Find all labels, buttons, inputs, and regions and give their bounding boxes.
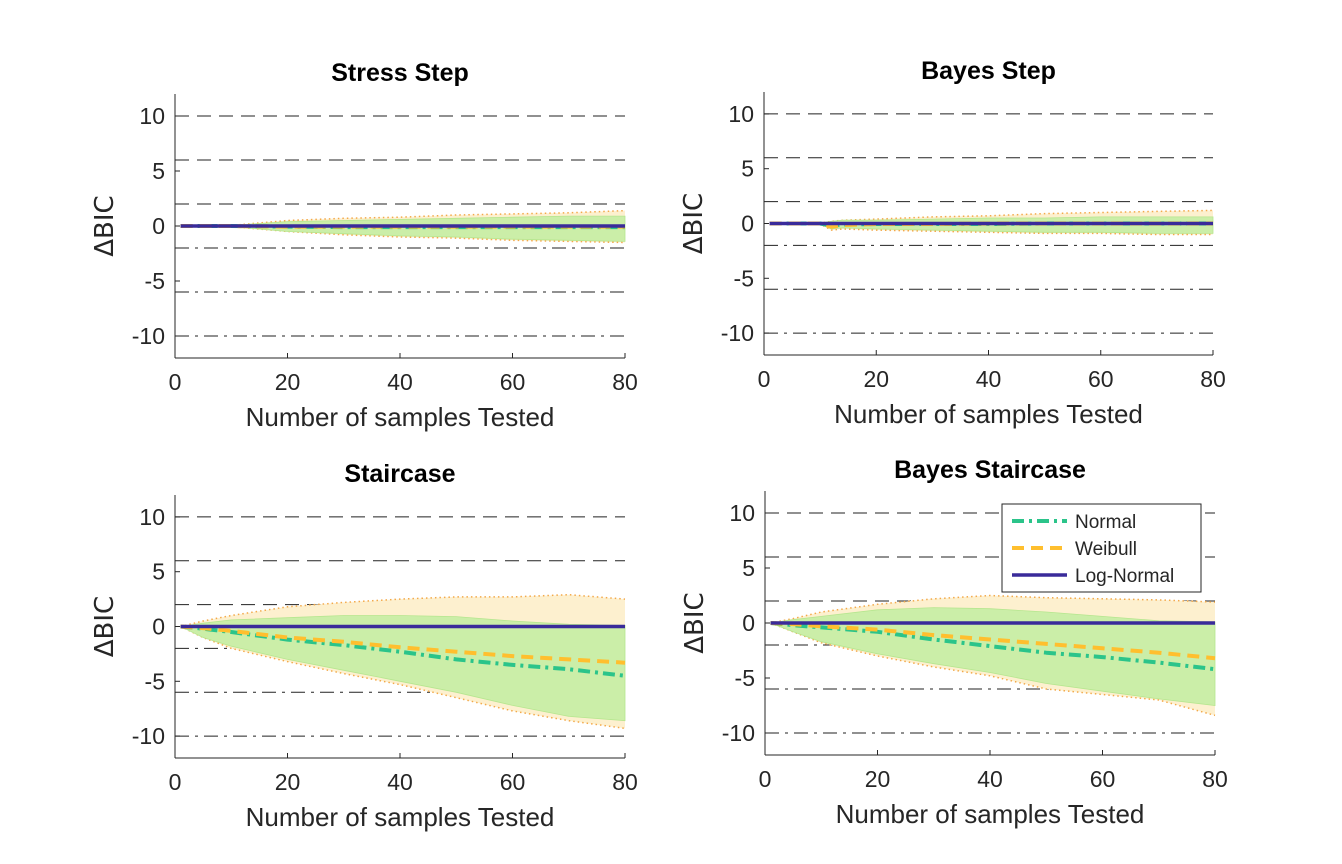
legend-label: Log-Normal (1075, 566, 1174, 587)
outer-band-upper-edge (769, 209, 1214, 225)
outer-band-lower-edge (769, 222, 1213, 236)
x-tick-label: 80 (1200, 366, 1226, 392)
series-line-weibull (180, 624, 626, 665)
y-tick-label: 10 (139, 103, 165, 129)
y-tick-label: 5 (741, 156, 754, 182)
x-tick-label: 0 (759, 766, 772, 792)
subplot-3: 0 20 40 60 80 10 5 0 -5 -10 Staircase Number of sam… (90, 460, 638, 832)
series-line-normal (180, 624, 626, 678)
x-tick-label: 60 (1088, 366, 1114, 392)
y-tick-label: 10 (139, 504, 165, 530)
legend: Normal Weibull Log-Normal (1001, 503, 1202, 593)
x-axis-label: Number of samples Tested (246, 402, 555, 432)
x-axis-label: Number of samples Tested (836, 799, 1145, 829)
y-tick-label: 5 (742, 555, 755, 581)
x-tick-label: 60 (500, 369, 526, 395)
y-tick-label: 0 (741, 211, 754, 237)
outer-band-lower-edge (180, 625, 626, 730)
series-line-normal (770, 621, 1216, 672)
x-tick-label: 40 (387, 369, 413, 395)
y-axis-label: ΔBIC (679, 193, 709, 254)
x-tick-label: 40 (976, 366, 1002, 392)
y-axis-label: ΔBIC (90, 596, 120, 657)
x-axis-label: Number of samples Tested (834, 399, 1143, 429)
chart-title: Staircase (344, 460, 455, 488)
x-tick-label: 80 (612, 369, 638, 395)
x-tick-label: 80 (612, 769, 638, 795)
x-tick-label: 0 (169, 369, 182, 395)
x-axis-label: Number of samples Tested (246, 802, 555, 832)
x-tick-label: 0 (169, 769, 182, 795)
y-tick-label: -10 (721, 320, 754, 346)
subplot-1: 0 20 40 60 80 10 5 0 -5 -10 Stress Step Number of s… (90, 59, 638, 432)
legend-label: Normal (1075, 512, 1136, 533)
y-tick-label: -5 (735, 665, 755, 691)
x-tick-label: 60 (500, 769, 526, 795)
chart-title: Bayes Step (921, 57, 1056, 85)
y-tick-label: -10 (722, 720, 755, 746)
y-tick-label: -5 (734, 265, 754, 291)
y-tick-label: 0 (152, 614, 165, 640)
x-tick-label: 40 (977, 766, 1003, 792)
chart-title: Stress Step (331, 59, 469, 87)
series-line-weibull (770, 621, 1216, 661)
x-tick-label: 60 (1090, 766, 1116, 792)
x-tick-label: 0 (758, 366, 771, 392)
outer-band-lower-edge (180, 225, 626, 244)
x-tick-label: 80 (1202, 766, 1228, 792)
legend-label: Weibull (1075, 539, 1137, 560)
y-tick-label: -10 (132, 323, 165, 349)
y-axis-label: ΔBIC (680, 592, 710, 653)
inner-confidence-band (179, 615, 626, 722)
subplot-2: 0 20 40 60 80 10 5 0 -5 -10 Bayes Step Number of sa… (679, 57, 1226, 429)
x-tick-label: 20 (275, 369, 301, 395)
y-tick-label: -5 (145, 268, 165, 294)
y-tick-label: 10 (728, 101, 754, 127)
y-tick-label: -10 (132, 723, 165, 749)
y-tick-label: 10 (729, 500, 755, 526)
subplot-4: 0 20 40 60 80 10 5 0 -5 -10 Bayes Staircase Number … (680, 456, 1228, 829)
x-tick-label: 20 (863, 366, 889, 392)
y-axis-label: ΔBIC (90, 195, 120, 256)
y-tick-label: 0 (152, 213, 165, 239)
outer-band-upper-edge (180, 209, 626, 227)
y-tick-label: 5 (152, 559, 165, 585)
y-tick-label: 0 (742, 610, 755, 636)
x-tick-label: 20 (275, 769, 301, 795)
outer-band-upper-edge (770, 594, 1216, 624)
y-tick-label: -5 (145, 668, 165, 694)
chart-title: Bayes Staircase (894, 456, 1086, 484)
y-tick-label: 5 (152, 158, 165, 184)
x-tick-label: 40 (387, 769, 413, 795)
x-tick-label: 20 (865, 766, 891, 792)
